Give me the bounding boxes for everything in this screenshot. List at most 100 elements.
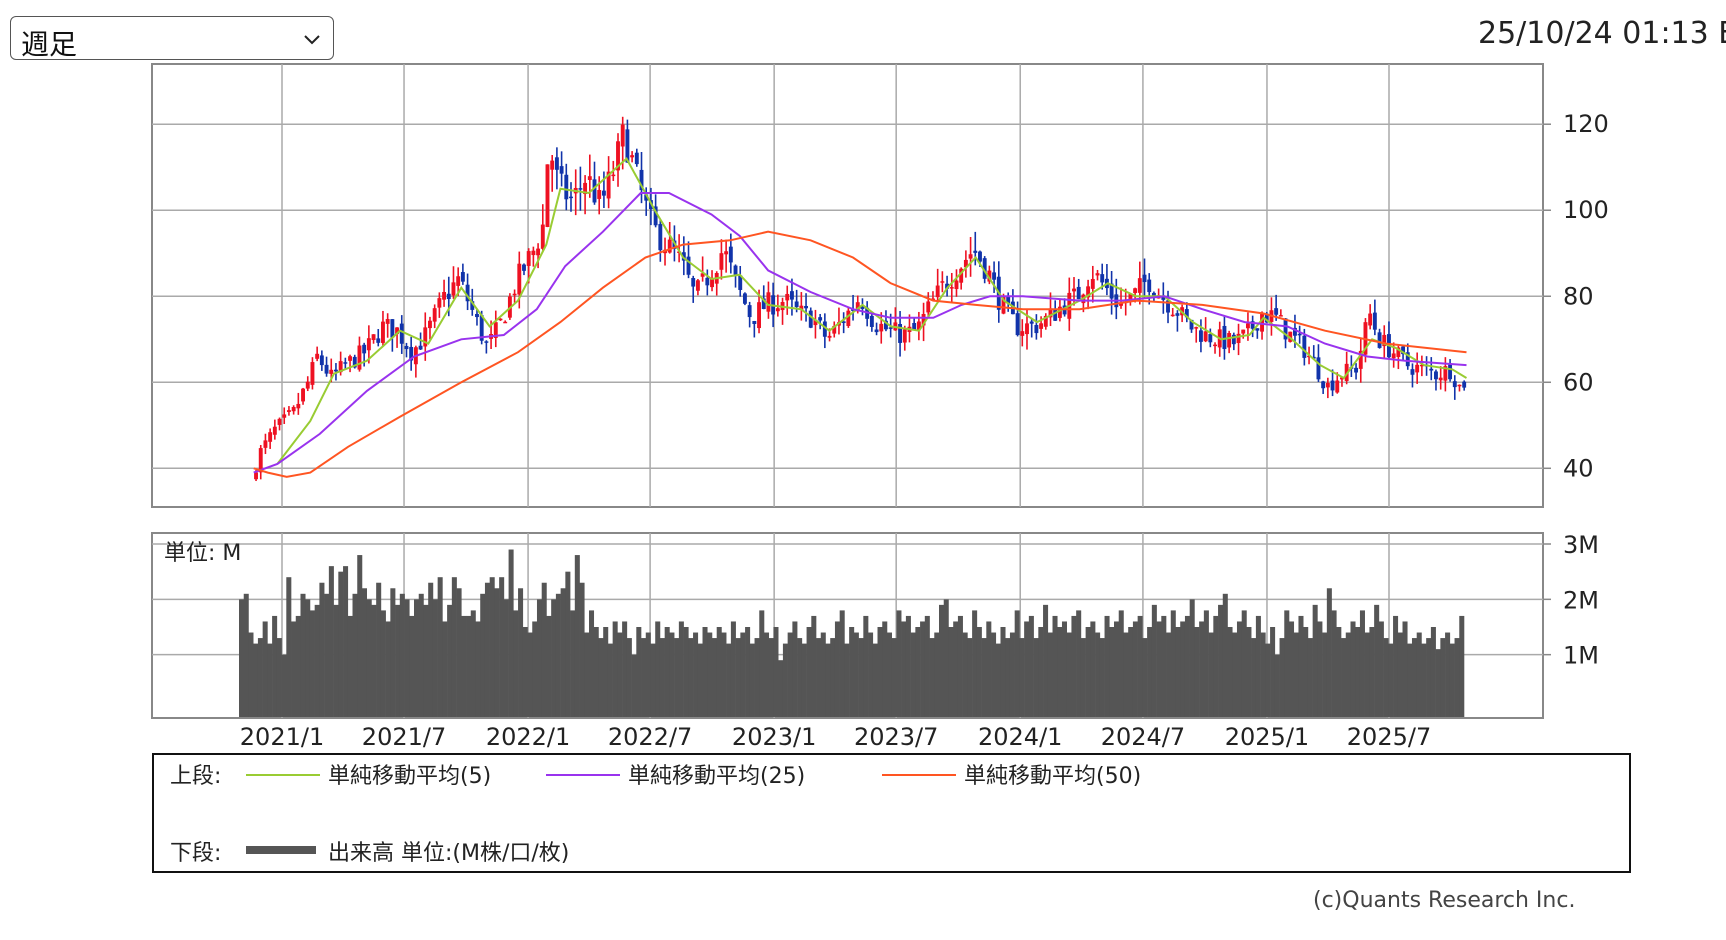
- candle-body: [719, 253, 724, 270]
- candle-body: [1245, 323, 1250, 329]
- volume-bar: [726, 643, 732, 717]
- volume-bar: [844, 643, 850, 717]
- volume-bar: [1180, 621, 1186, 717]
- candle-body: [334, 369, 338, 372]
- volume-bar: [730, 621, 736, 717]
- legend-sma50-label: 単純移動平均(50): [964, 764, 1142, 789]
- x-tick-label: 2024/7: [1101, 723, 1185, 751]
- candle-body: [1142, 274, 1147, 283]
- candle-body: [277, 418, 282, 425]
- candle-body: [818, 317, 823, 321]
- volume-bar: [1057, 627, 1063, 717]
- volume-bar: [1203, 610, 1209, 717]
- candle-body: [644, 194, 649, 201]
- candle-body: [1260, 313, 1264, 332]
- candle-body: [1020, 331, 1025, 336]
- chevron-down-icon[interactable]: [303, 31, 321, 49]
- candle-body: [1250, 321, 1255, 329]
- volume-bar: [1251, 638, 1257, 717]
- volume-bar: [513, 610, 519, 717]
- candle-body: [888, 327, 893, 329]
- candle-body: [1410, 369, 1415, 375]
- candle-body: [432, 308, 437, 322]
- copyright: (c)Quants Research Inc.: [1313, 888, 1576, 913]
- volume-bar: [305, 599, 311, 717]
- volume-bar: [1426, 638, 1432, 717]
- volume-bar: [882, 621, 888, 717]
- candle-body: [404, 345, 409, 350]
- volume-bar: [868, 632, 874, 717]
- candle-body: [1208, 334, 1213, 343]
- volume-bar: [953, 621, 959, 717]
- candle-body: [479, 315, 484, 341]
- candle-body: [978, 251, 982, 262]
- volume-bar: [423, 604, 429, 717]
- candle-body: [512, 293, 517, 296]
- volume-bar: [1393, 615, 1399, 717]
- volume-bar: [555, 593, 561, 717]
- candle-body: [357, 345, 362, 370]
- volume-bar: [1383, 638, 1389, 717]
- volume-bar: [1397, 632, 1403, 717]
- volume-bar: [1378, 621, 1384, 717]
- volume-bar: [707, 632, 713, 717]
- price-plot-frame: [151, 63, 1544, 508]
- volume-bar: [853, 632, 859, 717]
- candle-body: [536, 248, 541, 256]
- x-tick-label: 2022/7: [608, 723, 692, 751]
- volume-bar: [1336, 627, 1342, 717]
- volume-bar: [877, 627, 883, 717]
- volume-bar: [778, 660, 784, 717]
- candle-body: [348, 356, 352, 361]
- volume-bar: [1246, 627, 1252, 717]
- volume-bar: [811, 615, 817, 717]
- candle-body: [968, 254, 973, 259]
- volume-bar: [1199, 621, 1205, 717]
- candle-body: [376, 338, 381, 343]
- sma-line: [276, 157, 1468, 465]
- volume-bar: [659, 638, 665, 717]
- volume-bar: [357, 555, 363, 717]
- candle-body: [982, 258, 987, 279]
- volume-bar: [948, 627, 954, 717]
- volume-bar: [343, 566, 349, 717]
- volume-bar: [849, 627, 855, 717]
- volume-bar: [636, 627, 642, 717]
- volume-bar: [1151, 604, 1157, 717]
- volume-bar: [697, 643, 703, 717]
- volume-bar: [541, 582, 547, 717]
- candle-body: [855, 302, 860, 312]
- volume-bar: [1194, 627, 1200, 717]
- timeframe-select[interactable]: 週足: [10, 16, 334, 61]
- candle-body: [540, 224, 545, 249]
- candle-body: [1090, 278, 1095, 289]
- candle-body: [1316, 357, 1321, 380]
- candle-body: [554, 157, 559, 170]
- volume-bar: [957, 615, 963, 717]
- volume-bar: [1000, 627, 1006, 717]
- candle-body: [254, 472, 258, 480]
- volume-bar: [338, 571, 344, 717]
- volume-bar: [1440, 638, 1446, 717]
- volume-bar: [1061, 621, 1067, 717]
- candle-body: [451, 282, 456, 296]
- volume-bar: [1019, 638, 1025, 717]
- candle-body: [1325, 382, 1330, 388]
- volume-bar: [1099, 638, 1105, 717]
- candle-body: [1302, 335, 1307, 358]
- candle-body: [1255, 328, 1260, 331]
- volume-bar: [267, 643, 273, 717]
- volume-bar: [1095, 632, 1101, 717]
- volume-bar: [1407, 643, 1413, 717]
- candle-body: [1264, 313, 1269, 323]
- candle-body: [705, 277, 710, 286]
- volume-bar: [768, 638, 774, 717]
- volume-bar: [972, 610, 978, 717]
- candle-body: [395, 327, 400, 335]
- price-ytick-label: 80: [1563, 282, 1594, 310]
- candle-body: [465, 284, 470, 302]
- candle-body: [808, 310, 813, 328]
- candle-body: [456, 276, 461, 286]
- volume-bar: [626, 638, 632, 717]
- candle-body: [587, 176, 592, 180]
